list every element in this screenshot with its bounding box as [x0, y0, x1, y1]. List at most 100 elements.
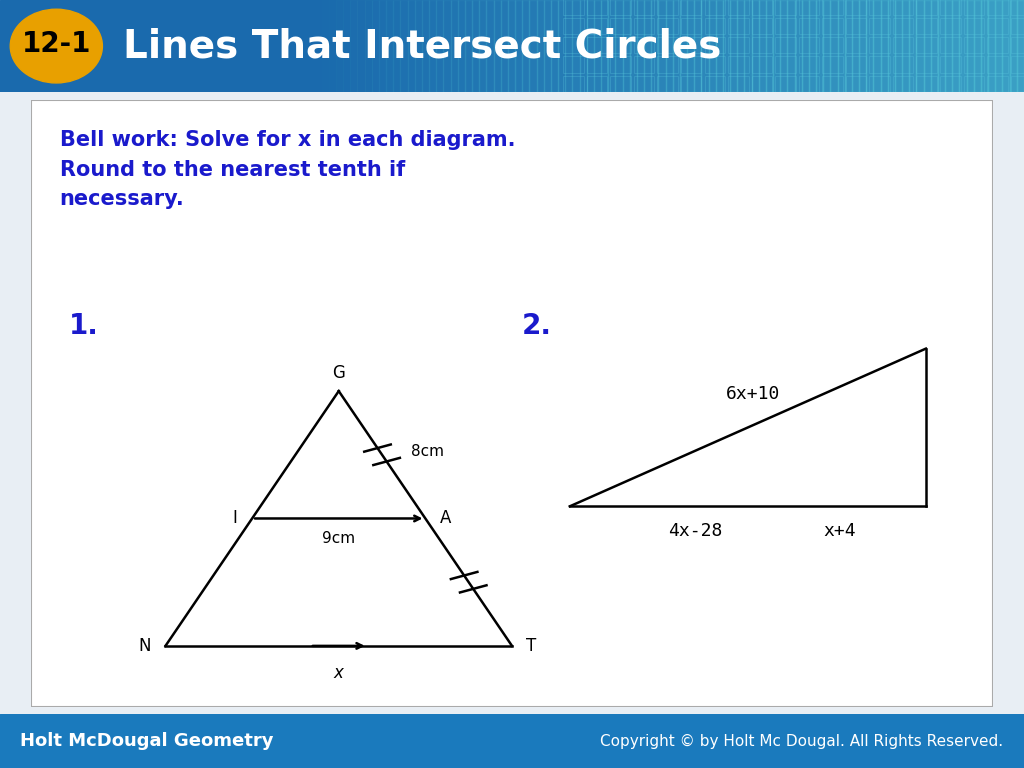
Bar [744, 0, 752, 92]
Text: 8cm: 8cm [411, 444, 444, 459]
Bar [987, 18, 1008, 34]
Bar [658, 0, 666, 92]
Bar [372, 0, 379, 92]
Bar [974, 0, 981, 92]
Text: 2.: 2. [521, 312, 552, 340]
Bar [940, 56, 961, 73]
Bar [657, 75, 678, 92]
Text: N: N [138, 637, 152, 655]
Bar [529, 0, 537, 92]
Bar [981, 0, 988, 92]
Bar [551, 0, 558, 92]
Bar [634, 56, 654, 73]
Bar [846, 18, 866, 34]
Bar [822, 37, 843, 54]
Bar [916, 56, 937, 73]
Bar [709, 0, 716, 92]
Bar [752, 75, 772, 92]
Bar [775, 37, 796, 54]
Bar [608, 0, 615, 92]
Text: 12-1: 12-1 [22, 30, 91, 58]
Bar [799, 56, 819, 73]
Bar [940, 75, 961, 92]
Bar [400, 0, 408, 92]
Bar [350, 0, 357, 92]
Bar [544, 0, 551, 92]
Bar [681, 18, 701, 34]
Bar [952, 0, 959, 92]
Bar [681, 0, 701, 15]
Bar [563, 75, 584, 92]
Bar [587, 0, 594, 92]
Bar [799, 75, 819, 92]
Bar [888, 0, 895, 92]
Bar [893, 75, 913, 92]
Bar [799, 37, 819, 54]
Bar [610, 0, 631, 15]
Bar [964, 0, 984, 15]
Bar [501, 0, 508, 92]
Bar [964, 37, 984, 54]
Text: 4x-28: 4x-28 [668, 521, 722, 539]
Text: Holt McDougal Geometry: Holt McDougal Geometry [20, 732, 274, 750]
Bar [838, 0, 845, 92]
Bar [537, 0, 544, 92]
Bar [637, 0, 644, 92]
Bar [563, 37, 584, 54]
Bar [869, 75, 890, 92]
Bar [737, 0, 744, 92]
Bar [775, 56, 796, 73]
Bar [634, 18, 654, 34]
Bar [393, 0, 400, 92]
Bar [630, 0, 637, 92]
Bar [687, 0, 694, 92]
Text: 1.: 1. [70, 312, 99, 340]
Bar [902, 0, 909, 92]
Bar [795, 0, 802, 92]
Bar [615, 0, 623, 92]
Bar [515, 0, 522, 92]
Bar [959, 0, 967, 92]
Bar [705, 18, 725, 34]
Bar [987, 56, 1008, 73]
Bar [799, 0, 819, 15]
Bar [307, 0, 314, 92]
Bar [357, 0, 365, 92]
Bar [775, 75, 796, 92]
Bar [1011, 56, 1024, 73]
Bar [940, 18, 961, 34]
Bar [723, 0, 730, 92]
Bar [967, 0, 974, 92]
Bar [580, 0, 587, 92]
Bar [846, 37, 866, 54]
Bar [893, 18, 913, 34]
Text: x: x [334, 664, 344, 682]
Bar [1017, 0, 1024, 92]
Bar [705, 75, 725, 92]
Bar [680, 0, 687, 92]
Bar [822, 56, 843, 73]
Bar [479, 0, 486, 92]
Bar [1010, 0, 1017, 92]
Text: 9cm: 9cm [323, 531, 355, 545]
Bar [881, 0, 888, 92]
Bar [940, 37, 961, 54]
Bar [846, 56, 866, 73]
Bar [657, 0, 678, 15]
Bar [869, 56, 890, 73]
Bar [322, 0, 329, 92]
Bar [869, 0, 890, 15]
Bar [728, 75, 749, 92]
Bar [486, 0, 494, 92]
Bar [443, 0, 451, 92]
Bar [728, 56, 749, 73]
Bar [916, 0, 924, 92]
Bar [752, 0, 772, 15]
Bar [988, 0, 995, 92]
Bar [494, 0, 501, 92]
Bar [408, 0, 415, 92]
Bar [705, 37, 725, 54]
Bar [987, 0, 1008, 15]
Bar [931, 0, 938, 92]
Bar [563, 18, 584, 34]
